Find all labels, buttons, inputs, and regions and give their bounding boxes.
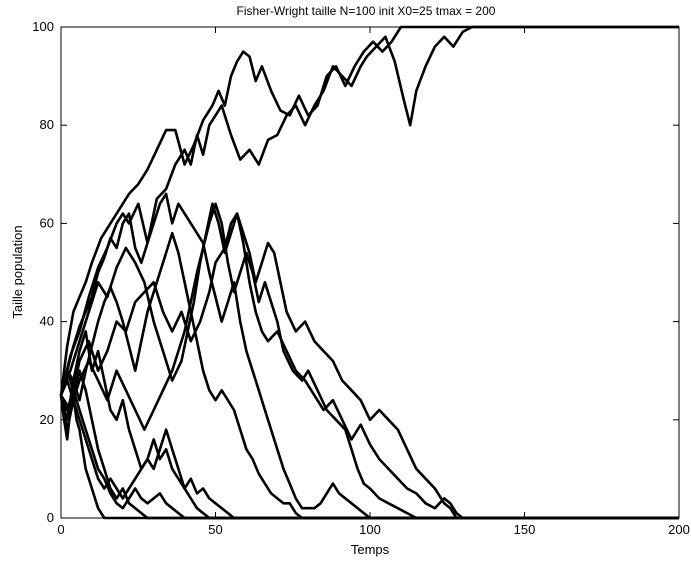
series-line-4 [59,212,679,520]
x-tick-label: 100 [359,522,381,537]
series-line-3 [59,202,679,520]
x-tick-label: 150 [514,522,536,537]
chart-title: Fisher-Wright taille N=100 init X0=25 tm… [237,4,496,18]
x-axis-label: Temps [351,542,390,557]
series-line-5 [59,202,679,520]
y-tick-label: 80 [40,117,54,132]
x-tick-label: 0 [57,522,64,537]
y-tick-label: 100 [32,19,54,34]
y-tick-label: 40 [40,314,54,329]
series-line-12 [59,389,679,520]
series-line-8 [59,330,679,520]
series-line-10 [59,379,679,520]
x-tick-label: 200 [668,522,690,537]
y-tick-label: 0 [47,510,54,525]
y-tick-label: 60 [40,215,54,230]
x-axis: 0 50 100 150 200 [57,27,690,537]
y-tick-label: 20 [40,412,54,427]
series-group [59,25,679,520]
x-tick-label: 50 [208,522,222,537]
y-axis-label: Taille population [10,225,25,318]
series-line-11 [59,369,679,520]
series-line-6 [59,192,679,520]
y-axis: 0 20 40 60 80 100 [32,19,679,525]
series-line-1 [59,25,679,396]
series-line-2 [59,25,679,396]
series-line-7 [59,231,679,520]
